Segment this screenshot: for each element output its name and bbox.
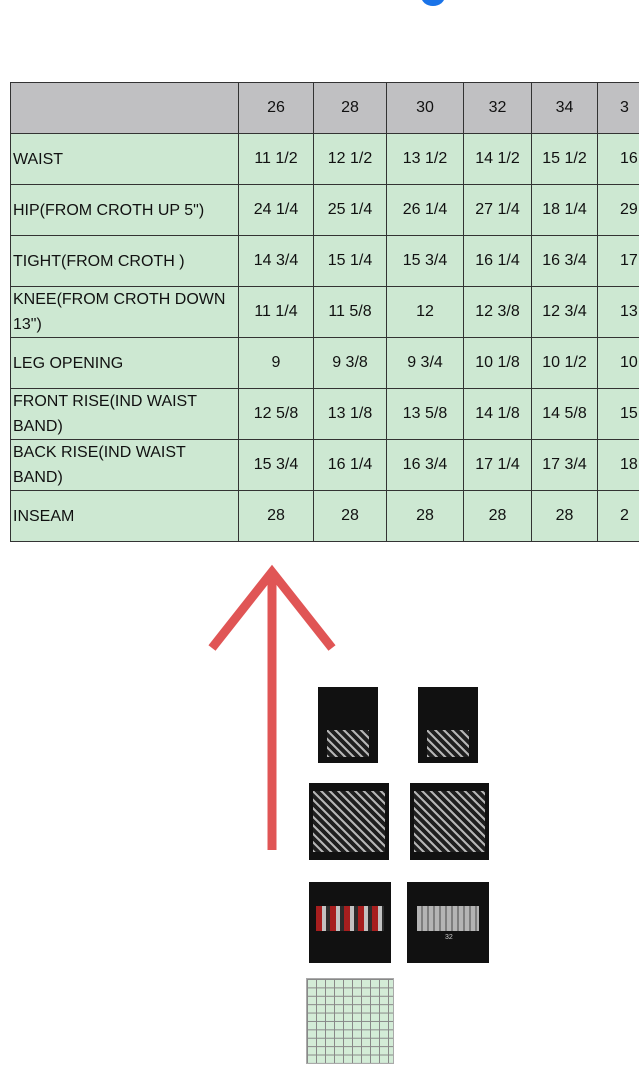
size-chart-thumbnail[interactable] [306, 978, 394, 1064]
measurement-value: 16 1/4 [463, 235, 532, 287]
measurement-value: 28 [238, 490, 314, 542]
measurement-value: 12 1/2 [313, 133, 387, 185]
header-corner [10, 82, 239, 134]
measurement-value: 16 3/4 [386, 439, 464, 491]
measurement-value: 9 [238, 337, 314, 389]
tag-size-label: 32 [445, 934, 453, 941]
measurement-value: 15 3/4 [386, 235, 464, 287]
measurement-value: 10 [597, 337, 639, 389]
product-photo-tag-size[interactable]: 32 [407, 882, 489, 963]
table-row: LEG OPENING 9 9 3/8 9 3/4 10 1/8 10 1/2 10 [10, 337, 639, 389]
measurement-value: 28 [313, 490, 387, 542]
measurement-label: FRONT RISE(IND WAIST BAND) [10, 388, 239, 440]
measurement-value: 11 1/4 [238, 286, 314, 338]
table-row: HIP(FROM CROTH UP 5") 24 1/4 25 1/4 26 1/4 2… [10, 184, 639, 236]
measurement-value: 15 1/2 [531, 133, 598, 185]
table-row: KNEE(FROM CROTH DOWN 13") 11 1/4 11 5/8 12 1… [10, 286, 639, 338]
measurement-label: BACK RISE(IND WAIST BAND) [10, 439, 239, 491]
measurement-value: 16 1/4 [313, 439, 387, 491]
measurement-label: KNEE(FROM CROTH DOWN 13") [10, 286, 239, 338]
measurement-value: 17 1/4 [463, 439, 532, 491]
measurement-value: 11 1/2 [238, 133, 314, 185]
measurement-label: INSEAM [10, 490, 239, 542]
size-chart-table: 26 28 30 32 34 3 WAIST 11 1/2 12 1/2 13 1/2 14 1/2… [10, 82, 639, 542]
measurement-label: WAIST [10, 133, 239, 185]
size-chart: 26 28 30 32 34 3 WAIST 11 1/2 12 1/2 13 1/2 14 1/2… [10, 82, 639, 546]
table-row: FRONT RISE(IND WAIST BAND) 12 5/8 13 1/8 13… [10, 388, 639, 440]
measurement-value: 12 [386, 286, 464, 338]
measurement-value: 15 3/4 [238, 439, 314, 491]
table-row: WAIST 11 1/2 12 1/2 13 1/2 14 1/2 15 1/2 16 [10, 133, 639, 185]
measurement-value: 14 3/4 [238, 235, 314, 287]
measurement-value: 28 [463, 490, 532, 542]
measurement-value: 13 [597, 286, 639, 338]
measurement-value: 17 [597, 235, 639, 287]
table-row: BACK RISE(IND WAIST BAND) 15 3/4 16 1/4 16 … [10, 439, 639, 491]
measurement-label: LEG OPENING [10, 337, 239, 389]
measurement-value: 9 3/4 [386, 337, 464, 389]
measurement-value: 27 1/4 [463, 184, 532, 236]
measurement-value: 16 [597, 133, 639, 185]
product-photo-print-detail-1[interactable] [309, 783, 389, 860]
measurement-value: 12 5/8 [238, 388, 314, 440]
measurement-value: 12 3/4 [531, 286, 598, 338]
measurement-value: 17 3/4 [531, 439, 598, 491]
size-header: 30 [386, 82, 464, 134]
measurement-value: 13 1/2 [386, 133, 464, 185]
measurement-value: 18 [597, 439, 639, 491]
measurement-value: 2 [597, 490, 639, 542]
size-header: 28 [313, 82, 387, 134]
table-row: TIGHT(FROM CROTH ) 14 3/4 15 1/4 15 3/4 16 1… [10, 235, 639, 287]
measurement-value: 14 1/8 [463, 388, 532, 440]
measurement-value: 26 1/4 [386, 184, 464, 236]
size-header: 3 [597, 82, 639, 134]
measurement-value: 10 1/8 [463, 337, 532, 389]
measurement-value: 11 5/8 [313, 286, 387, 338]
measurement-value: 15 1/4 [313, 235, 387, 287]
measurement-value: 24 1/4 [238, 184, 314, 236]
size-header: 26 [238, 82, 314, 134]
measurement-value: 10 1/2 [531, 337, 598, 389]
header-row: 26 28 30 32 34 3 [10, 82, 639, 134]
measurement-label: HIP(FROM CROTH UP 5") [10, 184, 239, 236]
measurement-value: 13 5/8 [386, 388, 464, 440]
product-photo-print-detail-2[interactable] [410, 783, 489, 860]
product-photo-pants-front[interactable] [318, 687, 378, 763]
measurement-value: 12 3/8 [463, 286, 532, 338]
measurement-value: 28 [386, 490, 464, 542]
measurement-value: 13 1/8 [313, 388, 387, 440]
measurement-value: 9 3/8 [313, 337, 387, 389]
size-header: 34 [531, 82, 598, 134]
measurement-value: 15 [597, 388, 639, 440]
measurement-label: TIGHT(FROM CROTH ) [10, 235, 239, 287]
measurement-value: 18 1/4 [531, 184, 598, 236]
size-header: 32 [463, 82, 532, 134]
product-photo-pants-back[interactable] [418, 687, 478, 763]
table-row: INSEAM 28 28 28 28 28 2 [10, 490, 639, 542]
measurement-value: 25 1/4 [313, 184, 387, 236]
measurement-value: 29 [597, 184, 639, 236]
measurement-value: 14 5/8 [531, 388, 598, 440]
product-photo-tag-red[interactable] [309, 882, 391, 963]
measurement-value: 28 [531, 490, 598, 542]
measurement-value: 16 3/4 [531, 235, 598, 287]
measurement-value: 14 1/2 [463, 133, 532, 185]
arrow-up-icon [208, 564, 336, 850]
blue-dot-indicator [421, 0, 445, 6]
